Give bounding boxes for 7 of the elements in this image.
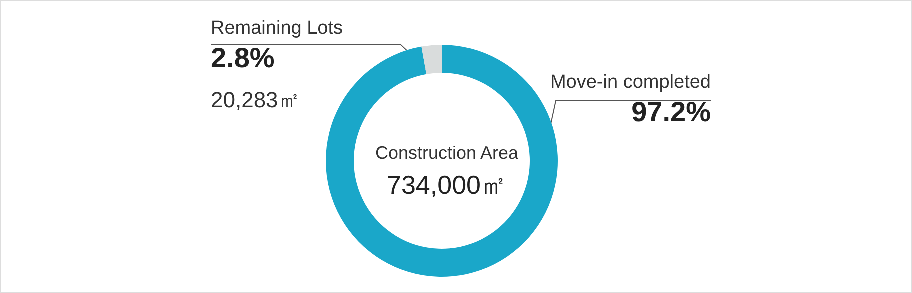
slice-label: Move-in completed (550, 72, 711, 93)
text: Construction Area (375, 143, 520, 163)
slice-label: Remaining Lots (211, 18, 344, 39)
data-label: 2.8% (211, 42, 275, 74)
text: 20,283㎡ (211, 88, 300, 112)
text: 734,000㎡ (387, 170, 507, 200)
data-label: 97.2% (632, 96, 712, 128)
